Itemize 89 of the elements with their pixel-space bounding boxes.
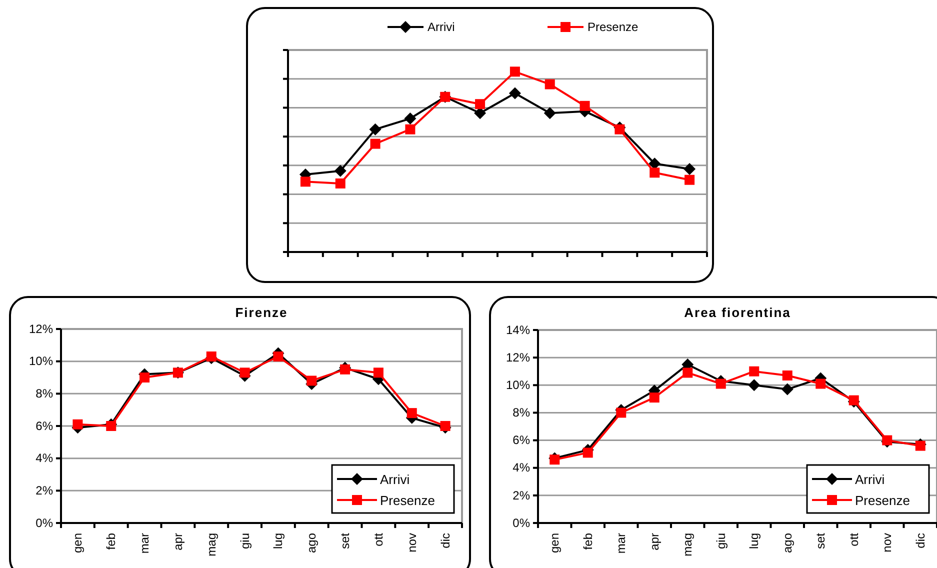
x-tick-label: ott bbox=[846, 532, 861, 546]
point bbox=[404, 112, 416, 125]
x-tick-label: dic bbox=[438, 533, 452, 548]
y-tick-label: 6% bbox=[512, 433, 530, 448]
y-tick-label: 8% bbox=[512, 406, 530, 420]
legend-label: Arrivi bbox=[428, 20, 455, 34]
point bbox=[550, 454, 560, 465]
x-tick-label: gen bbox=[548, 533, 562, 554]
legend-label: Presenze bbox=[588, 20, 639, 34]
x-tick-label: apr bbox=[647, 532, 662, 550]
point bbox=[716, 378, 726, 389]
x-tick-label: gen bbox=[70, 533, 85, 554]
legend-label: Arrivi bbox=[380, 472, 410, 487]
chart-title: Firenze bbox=[235, 305, 288, 320]
y-tick-label: 4% bbox=[36, 451, 54, 466]
point bbox=[684, 163, 696, 176]
point bbox=[508, 87, 521, 100]
point bbox=[335, 178, 346, 188]
point bbox=[273, 351, 284, 362]
point bbox=[206, 351, 216, 362]
point bbox=[406, 408, 417, 418]
point bbox=[580, 100, 590, 111]
legend-label: Presenze bbox=[380, 493, 435, 508]
x-tick-label: mar bbox=[138, 533, 152, 554]
x-tick-label: dic bbox=[913, 533, 928, 548]
point bbox=[544, 107, 556, 120]
point bbox=[306, 376, 317, 386]
point bbox=[300, 176, 310, 187]
point bbox=[373, 368, 384, 378]
point bbox=[582, 448, 593, 458]
x-tick-label: mar bbox=[614, 533, 628, 554]
x-tick-label: ago bbox=[304, 532, 319, 554]
point bbox=[614, 124, 625, 134]
x-tick-label: ott bbox=[371, 532, 386, 546]
point bbox=[334, 164, 346, 177]
x-tick-label: ago bbox=[780, 532, 794, 554]
point bbox=[748, 379, 760, 392]
point bbox=[510, 66, 520, 77]
point bbox=[816, 378, 826, 389]
x-tick-label: mag bbox=[204, 533, 218, 556]
chart-title: Area fiorentina bbox=[684, 305, 791, 320]
point bbox=[650, 168, 660, 178]
y-tick-label: 12% bbox=[28, 322, 54, 336]
y-tick-label: 0% bbox=[512, 516, 530, 530]
x-tick-label: giu bbox=[714, 533, 728, 550]
point bbox=[749, 366, 760, 376]
y-tick-label: 14% bbox=[506, 322, 530, 337]
y-tick-label: 6% bbox=[36, 418, 54, 433]
point bbox=[915, 440, 926, 451]
point bbox=[781, 383, 794, 396]
point bbox=[475, 99, 486, 110]
y-tick-label: 10% bbox=[28, 354, 54, 368]
point bbox=[882, 435, 892, 446]
point bbox=[370, 138, 380, 149]
legend-label: Presenze bbox=[855, 493, 910, 508]
y-tick-label: 10% bbox=[506, 378, 530, 392]
point bbox=[440, 421, 450, 431]
x-tick-label: set bbox=[814, 532, 828, 550]
y-tick-label: 2% bbox=[36, 484, 54, 498]
y-tick-label: 4% bbox=[512, 460, 530, 475]
point bbox=[106, 421, 116, 431]
point bbox=[684, 174, 695, 185]
x-tick-label: giu bbox=[238, 533, 252, 550]
x-tick-label: feb bbox=[580, 532, 595, 550]
x-tick-label: apr bbox=[170, 532, 185, 550]
point bbox=[240, 368, 250, 378]
point bbox=[72, 419, 83, 430]
y-tick-label: 0% bbox=[36, 516, 54, 530]
point bbox=[848, 395, 859, 406]
x-tick-label: nov bbox=[880, 533, 894, 552]
point bbox=[616, 408, 626, 418]
x-tick-label: feb bbox=[104, 532, 118, 550]
point bbox=[782, 370, 792, 380]
point bbox=[682, 368, 693, 378]
y-tick-label: 12% bbox=[506, 350, 530, 364]
x-tick-label: set bbox=[338, 532, 352, 550]
point bbox=[405, 124, 416, 134]
legend-label: Arrivi bbox=[855, 472, 885, 487]
point bbox=[140, 372, 150, 382]
point bbox=[340, 364, 350, 374]
point bbox=[369, 123, 382, 136]
x-tick-label: mag bbox=[680, 533, 695, 556]
x-tick-label: lug bbox=[747, 533, 762, 550]
point bbox=[649, 392, 660, 403]
x-tick-label: lug bbox=[271, 533, 286, 550]
y-tick-label: 8% bbox=[36, 386, 54, 401]
point bbox=[544, 79, 555, 90]
x-tick-label: nov bbox=[404, 533, 419, 552]
y-tick-label: 2% bbox=[512, 488, 530, 502]
